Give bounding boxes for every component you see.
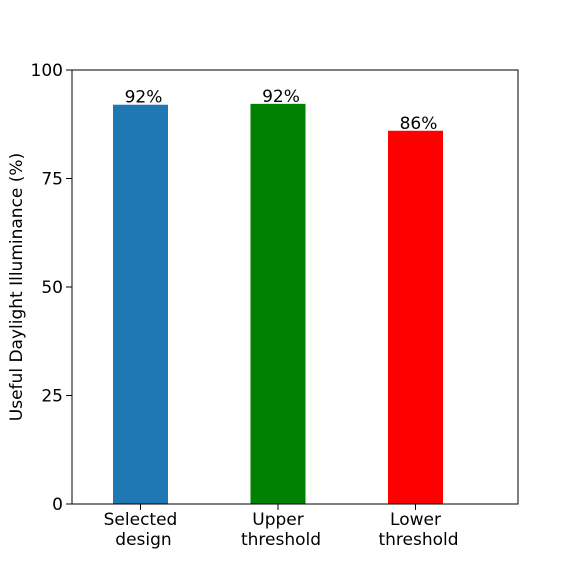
bar-2 xyxy=(250,103,306,505)
data-label-2: 92% xyxy=(262,87,300,107)
y-tick-label-1: 0 xyxy=(52,495,63,515)
y-axis: 0 25 50 75 100 xyxy=(31,61,72,515)
x-tick-label-3: Lower threshold xyxy=(378,510,458,550)
y-tick-label-5: 100 xyxy=(31,61,63,81)
y-axis-title: Useful Daylight Illuminance (%) xyxy=(7,153,27,421)
bar-1 xyxy=(113,104,168,504)
data-labels-group: 92% 92% 86% xyxy=(125,87,438,134)
y-tick-label-2: 25 xyxy=(41,387,63,407)
data-label-3: 86% xyxy=(400,114,438,134)
bar-3 xyxy=(388,130,443,504)
data-label-1: 92% xyxy=(125,88,163,108)
x-tick-label-1: Selected design xyxy=(104,510,178,550)
plot-frame xyxy=(71,69,519,505)
y-tick-label-4: 75 xyxy=(41,170,63,190)
x-tick-label-2: Upper threshold xyxy=(241,510,321,550)
x-axis: Selected design Upper threshold Lower thresho… xyxy=(104,504,459,550)
bars-group xyxy=(113,103,443,505)
y-tick-label-3: 50 xyxy=(41,278,63,298)
